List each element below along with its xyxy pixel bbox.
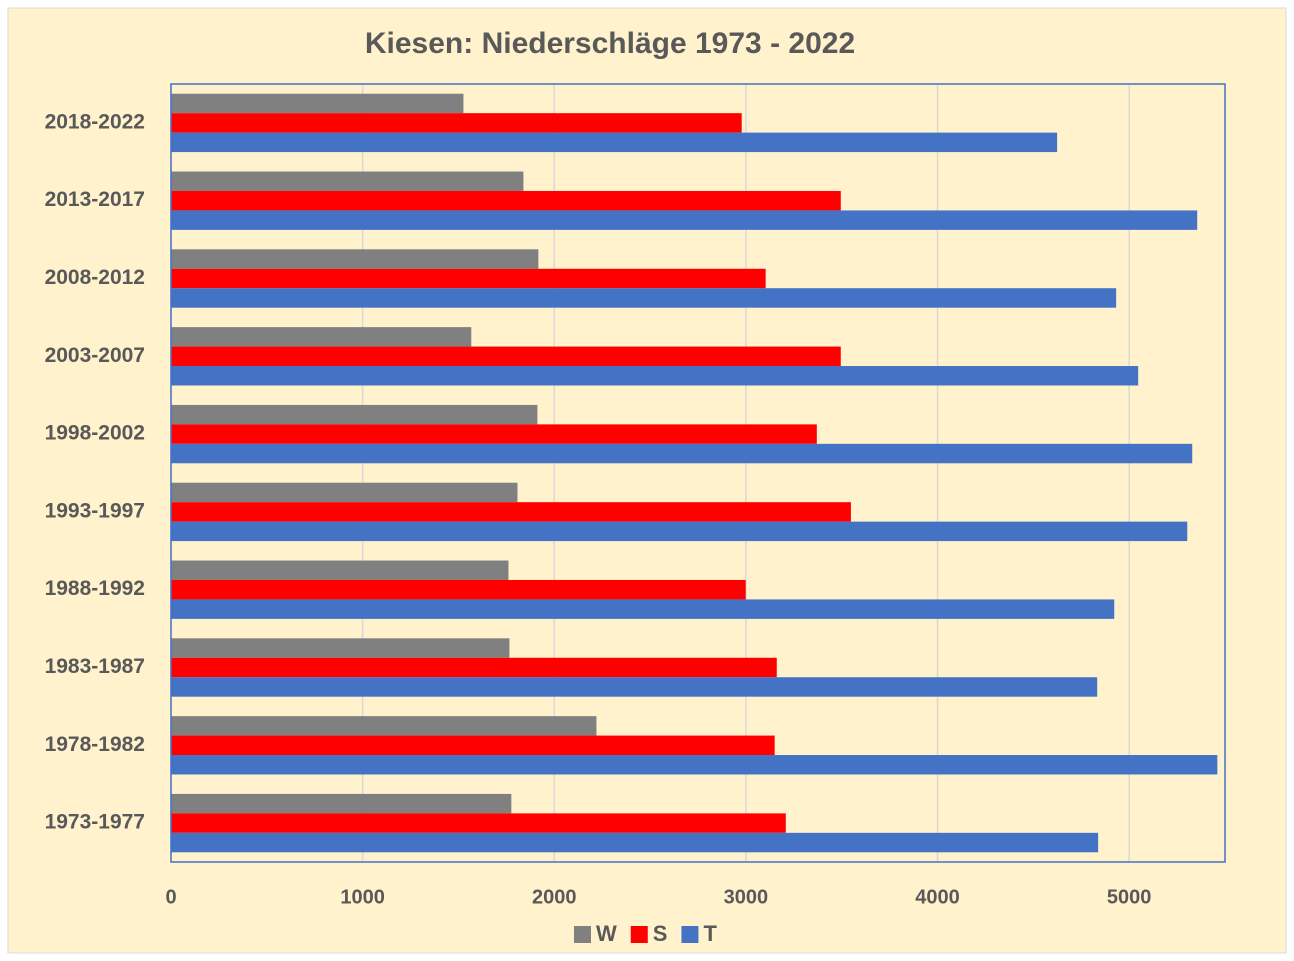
y-tick-label: 1973-1977: [45, 811, 145, 834]
chart-title: Kiesen: Niederschläge 1973 - 2022: [365, 27, 855, 60]
y-tick-label: 2003-2007: [45, 344, 145, 367]
bar: [171, 657, 777, 678]
x-tick-label: 4000: [915, 886, 960, 908]
y-tick-label: 1993-1997: [45, 499, 145, 522]
bar: [171, 404, 538, 425]
bar: [171, 424, 817, 444]
bar: [171, 813, 786, 833]
bar: [171, 268, 766, 289]
x-tick-label: 2000: [532, 886, 577, 908]
bar: [171, 755, 1218, 775]
bar: [171, 113, 742, 133]
y-tick-label: 2013-2017: [45, 188, 145, 211]
plot-border: [170, 83, 1226, 863]
bar: [171, 735, 775, 756]
bar: [171, 716, 597, 736]
bar: [171, 171, 524, 191]
bar: [171, 93, 464, 114]
bar: [171, 210, 1198, 230]
bar: [171, 190, 841, 211]
legend-label: T: [703, 921, 717, 946]
y-tick-label: 1988-1992: [45, 577, 145, 600]
bar: [171, 327, 472, 347]
x-tick-label: 0: [165, 886, 176, 908]
x-tick-label: 1000: [340, 886, 385, 908]
legend-swatch: [681, 926, 699, 943]
y-tick-label: 2008-2012: [45, 266, 145, 289]
bar: [171, 346, 841, 367]
bar: [171, 832, 1099, 853]
bar: [171, 366, 1139, 386]
bar: [171, 132, 1058, 153]
y-tick-label: 1998-2002: [45, 422, 145, 445]
bar: [171, 288, 1117, 308]
legend-label: S: [653, 921, 668, 946]
x-tick-label: 5000: [1107, 886, 1152, 908]
y-tick-label: 2018-2022: [45, 110, 145, 133]
y-tick-label: 1978-1982: [45, 733, 145, 756]
bar: [171, 599, 1115, 619]
bar: [171, 443, 1193, 464]
bar: [171, 638, 510, 658]
legend-swatch: [630, 926, 648, 943]
legend-swatch: [574, 926, 591, 943]
bar: [171, 579, 746, 600]
bar: [171, 560, 509, 580]
y-tick-label: 1983-1987: [45, 655, 145, 678]
x-tick-label: 3000: [724, 886, 769, 908]
bar: [171, 793, 512, 814]
bar: [171, 502, 851, 522]
bar: [171, 249, 539, 269]
bar: [171, 482, 518, 503]
bar: [171, 521, 1188, 542]
legend-label: W: [596, 921, 617, 946]
bar: [171, 677, 1098, 697]
